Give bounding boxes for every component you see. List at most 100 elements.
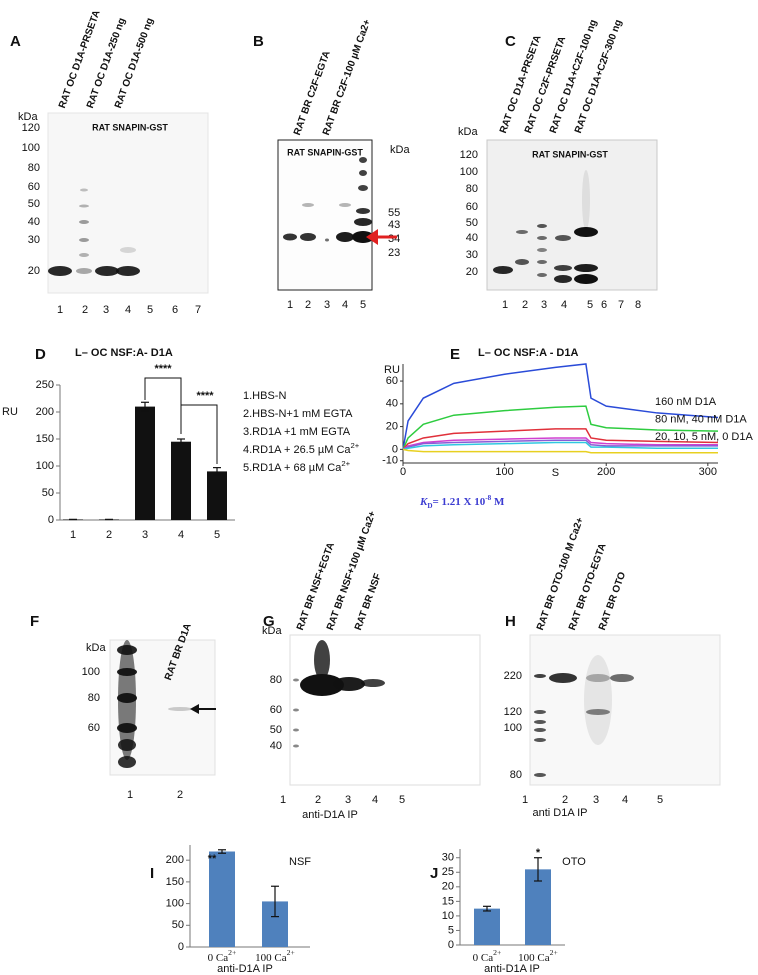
x-tick-label: 3 xyxy=(142,529,148,541)
panel-label: E xyxy=(450,346,460,363)
kda-marker: 100 xyxy=(504,722,522,734)
error-bar xyxy=(213,467,221,476)
kda-label: kDa xyxy=(86,642,106,654)
chart-title: L– OC NSF:A - D1A xyxy=(478,347,578,359)
legend-item: 20, 10, 5 nM, 0 D1A xyxy=(655,431,753,443)
legend-item: 5.RD1A + 68 µM Ca2+ xyxy=(243,459,351,474)
y-tick-label: 60 xyxy=(386,375,398,387)
y-axis-label: RU xyxy=(2,406,18,418)
blot xyxy=(486,139,658,291)
y-tick-label: 250 xyxy=(36,379,54,391)
band xyxy=(325,238,329,242)
y-tick-label: 20 xyxy=(442,881,454,893)
panel-label: H xyxy=(505,613,516,630)
lane-number: 2 xyxy=(177,789,183,801)
y-tick-label: 100 xyxy=(166,898,184,910)
x-tick-label: 0 Ca2+ xyxy=(473,948,502,963)
kda-label: kDa xyxy=(458,126,478,138)
band xyxy=(574,264,598,272)
x-tick-label: 1 xyxy=(70,529,76,541)
kd-value: KD= 1.21 X 10-8 M xyxy=(419,494,505,510)
x-axis-label: S xyxy=(552,467,559,479)
kda-marker: 50 xyxy=(28,198,40,210)
kda-marker: 80 xyxy=(510,769,522,781)
sensorgram-line xyxy=(402,439,718,451)
bracket xyxy=(144,377,182,405)
lane-number: 1 xyxy=(127,789,133,801)
band xyxy=(336,232,354,242)
kda-marker: 60 xyxy=(88,722,100,734)
lane-number: 6 xyxy=(601,299,607,311)
bar xyxy=(135,406,155,520)
kda-marker: 40 xyxy=(466,232,478,244)
lane-number: 7 xyxy=(195,304,201,316)
lane-number: 5 xyxy=(657,794,663,806)
kda-label: kDa xyxy=(18,111,38,123)
band xyxy=(79,220,89,224)
kda-marker: 120 xyxy=(460,149,478,161)
band xyxy=(574,274,598,284)
band xyxy=(534,710,546,714)
band xyxy=(555,235,571,241)
y-tick-label: 5 xyxy=(448,924,454,936)
y-tick-label: -10 xyxy=(382,455,398,467)
y-tick-label: 100 xyxy=(36,460,54,472)
band xyxy=(537,236,547,240)
x-tick-label: 300 xyxy=(699,466,717,478)
band xyxy=(534,728,546,732)
band xyxy=(358,185,368,191)
blot xyxy=(529,634,721,786)
sensorgram-line xyxy=(402,405,719,450)
y-tick-label: 200 xyxy=(36,406,54,418)
band xyxy=(293,708,299,712)
lane-number: 1 xyxy=(287,299,293,311)
y-tick-label: 10 xyxy=(442,910,454,922)
chart-title: NSF xyxy=(289,856,311,868)
x-tick-label: 100 Ca2+ xyxy=(255,948,295,963)
lane-number: 4 xyxy=(342,299,348,311)
band xyxy=(79,238,89,242)
sensorgram-line xyxy=(402,428,719,450)
kda-marker: 60 xyxy=(28,181,40,193)
blot-title: RAT SNAPIN-GST xyxy=(532,149,608,159)
kda-marker: 23 xyxy=(388,247,400,259)
lane-number: 2 xyxy=(82,304,88,316)
band xyxy=(293,678,299,682)
text-part: 5.RD1A + 68 µM Ca xyxy=(243,462,342,474)
bar xyxy=(525,869,551,945)
chart-title: L– OC NSF:A- D1A xyxy=(75,347,173,359)
text-part: 2+ xyxy=(341,459,350,468)
band xyxy=(359,170,367,176)
x-tick-label: 4 xyxy=(178,529,184,541)
arrow-head xyxy=(366,229,378,245)
x-tick-label: 100 xyxy=(495,466,513,478)
band xyxy=(586,674,610,682)
text-part: 100 Ca xyxy=(255,952,287,964)
lane-number: 4 xyxy=(622,794,628,806)
lane-number: 3 xyxy=(593,794,599,806)
band xyxy=(168,707,192,711)
kda-marker: 80 xyxy=(466,183,478,195)
kda-marker: 30 xyxy=(28,234,40,246)
panel-label: I xyxy=(150,865,154,882)
kda-marker: 100 xyxy=(22,142,40,154)
y-tick-label: 200 xyxy=(166,854,184,866)
arrow-head xyxy=(190,704,199,714)
text-part: = 1.21 X 10 xyxy=(433,496,486,508)
lane-number: 5 xyxy=(399,794,405,806)
sensorgram-line xyxy=(402,437,718,450)
band xyxy=(582,170,590,230)
band xyxy=(610,674,634,682)
band xyxy=(302,203,314,207)
lane-number: 3 xyxy=(103,304,109,316)
lane-number: 4 xyxy=(561,299,567,311)
y-tick-label: 25 xyxy=(442,866,454,878)
lane-number: 6 xyxy=(172,304,178,316)
lane-label: RAT BR C2F-100 µM Ca2+ xyxy=(321,18,373,137)
x-tick-label: 0 xyxy=(400,466,406,478)
error-bar xyxy=(177,438,185,445)
text-part: K xyxy=(419,496,428,508)
lane-number: 3 xyxy=(541,299,547,311)
panel-label: F xyxy=(30,613,39,630)
text-part: 2+ xyxy=(351,441,360,450)
